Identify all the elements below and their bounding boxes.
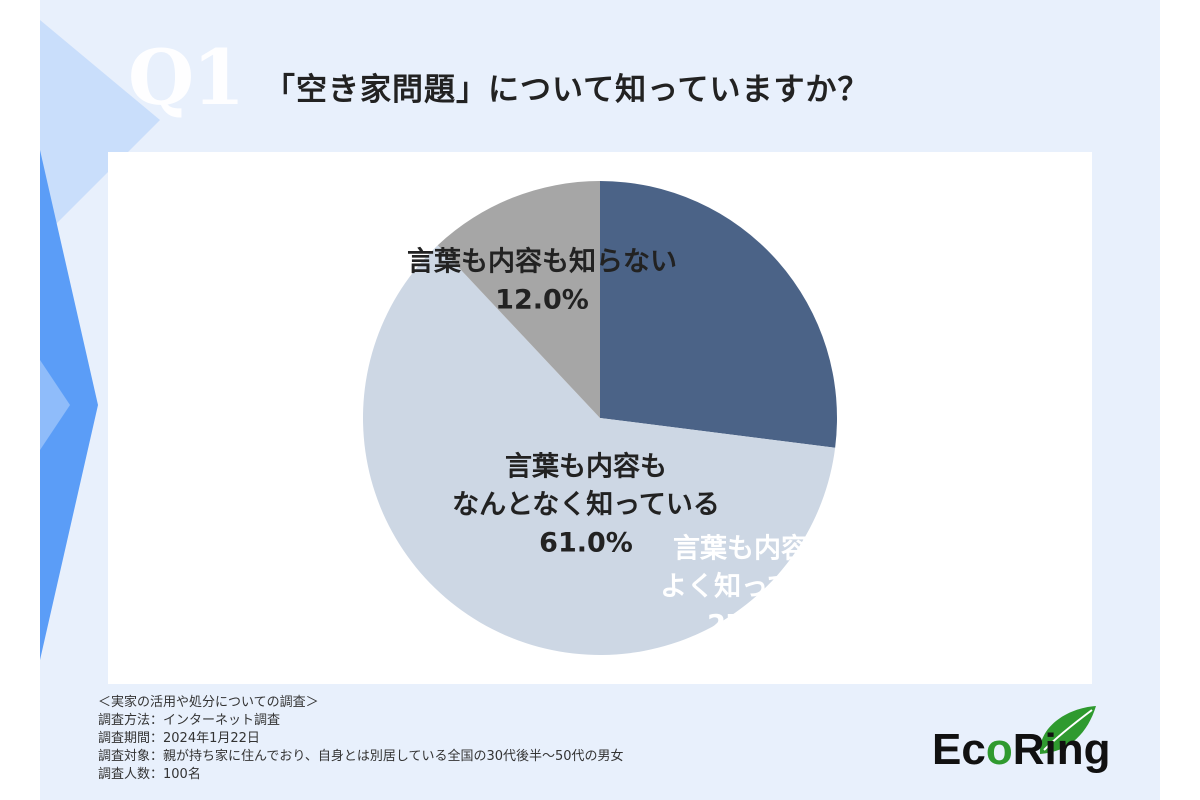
logo-text: EcoRing [932,725,1110,774]
logo-ring-letter: o [986,725,1013,774]
question-title: 「空き家問題」について知っていますか？ [264,72,870,108]
slice-label-1: 言葉も内容も [505,451,667,483]
slice-label-1: なんとなく知っている [452,490,720,521]
slice-value-label-1: 61.0% [539,528,633,559]
deco-light-band [40,20,160,240]
chart-panel: 言葉も内容も よく知っている 27.0% 言葉も内容も なんとなく知っている 61.0% 言… [108,152,1092,684]
slice-label-0: 言葉も内容も [673,533,835,565]
notes-method: 調査方法：インターネット調査 [98,713,281,728]
logo-text-start: Ec [932,725,986,774]
slide: Q1 「空き家問題」について知っていますか？ 言葉も内容も よく知っている 27.0… [40,0,1160,800]
slice-value-label-0: 27.0% [707,610,801,641]
pie-chart: 言葉も内容もよく知っている27.0%言葉も内容もなんとなく知っている61.0%言… [362,181,848,655]
ecoring-logo: EcoRing [932,706,1110,774]
deco-pale-chevron [40,360,70,450]
question-number: Q1 [128,33,245,122]
logo-text-end: Ring [1013,725,1111,774]
notes-count: 調査人数：100名 [98,767,201,782]
slice-value-label-2: 12.0% [495,285,589,316]
pie-slice-0 [600,181,837,448]
pie-slice-1 [362,245,836,655]
notes-target: 調査対象：親が持ち家に住んでおり、自身とは別居している全国の30代後半〜50代の… [98,749,624,764]
pie-slice-2 [437,181,600,418]
notes-period: 調査期間：2024年1月22日 [98,731,260,746]
notes-title: ＜実家の活用や処分についての調査＞ [98,695,319,710]
survey-notes: ＜実家の活用や処分についての調査＞ 調査方法：インターネット調査 調査期間：20… [98,694,624,784]
decorative-background [40,20,160,660]
slice-label-2: 言葉も内容も知らない [407,246,677,278]
slice-label-0: よく知っている [660,572,848,603]
logo-leaf-vein [1043,709,1093,751]
